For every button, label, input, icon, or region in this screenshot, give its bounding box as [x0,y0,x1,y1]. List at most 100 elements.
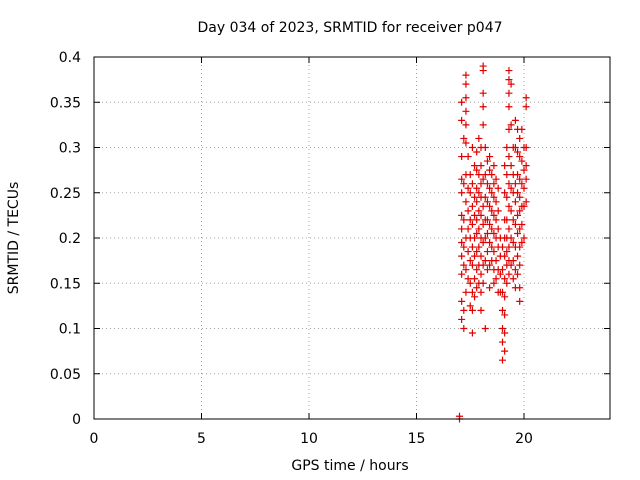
data-point [464,184,472,192]
data-point [511,266,519,274]
data-point [458,116,466,124]
data-point [460,261,468,269]
data-point [494,225,502,233]
data-point [483,157,491,165]
data-point [458,315,466,323]
data-point [458,189,466,197]
data-point [468,220,476,228]
data-point [479,121,487,129]
data-point [522,94,530,102]
data-point [486,166,494,174]
data-point [499,356,506,364]
data-point [466,189,474,197]
data-point [462,266,470,274]
data-point [505,225,513,233]
data-point [460,134,468,142]
data-point [494,184,502,192]
data-point [473,198,481,206]
y-tick-label: 0.25 [50,186,81,202]
data-point [468,288,476,296]
data-point [462,107,470,115]
data-point [460,180,468,188]
data-point [464,248,472,256]
data-point [458,252,466,260]
data-point [507,261,515,269]
x-tick-label: 15 [408,431,426,447]
data-point [483,266,491,274]
data-point [486,153,494,161]
data-point [492,216,500,224]
data-point [479,279,487,287]
data-point [468,306,476,314]
data-point [490,229,498,237]
data-point [481,171,489,179]
data-point [507,162,515,170]
data-point [514,252,522,260]
data-point [488,207,496,215]
data-point [499,288,506,296]
data-point [516,193,524,201]
data-point [490,162,498,170]
data-point [466,257,474,265]
data-point [462,71,470,79]
data-point [466,302,474,310]
data-point [477,288,485,296]
data-point [516,243,524,251]
data-point [514,229,522,237]
data-point [477,211,485,219]
data-point [522,162,530,170]
chart-title: Day 034 of 2023, SRMTID for receiver p04… [197,20,502,36]
data-point [458,239,466,247]
axis-ticks [93,56,610,420]
data-point [505,243,513,251]
data-point [507,80,515,88]
data-point [490,248,498,256]
data-point [483,198,491,206]
data-point [473,216,481,224]
data-point [488,171,496,179]
data-point [464,275,472,283]
data-point [479,175,487,183]
data-point [522,103,530,111]
data-point [475,171,483,179]
data-point [486,261,494,269]
data-point [462,94,470,102]
data-point [466,279,474,287]
data-point [499,325,506,332]
data-point [462,139,470,147]
data-point [475,189,483,197]
data-point [503,171,511,179]
data-point [471,293,479,301]
data-point [460,306,468,314]
data-point [473,284,481,292]
y-tick-label: 0.15 [50,276,81,292]
data-point [501,252,509,260]
x-tick-label: 20 [515,431,533,447]
data-point [488,189,496,197]
data-point [477,306,485,314]
x-tick-labels: 0 5 10 15 20 [90,431,533,447]
data-point [516,153,524,161]
data-point [471,252,479,260]
data-point [475,225,483,233]
data-point [468,180,476,188]
data-point [501,189,509,197]
data-point [511,116,519,124]
data-point [479,202,487,210]
data-point [468,144,476,151]
data-point [511,144,519,151]
data-point [466,171,474,179]
data-point [460,216,468,224]
data-point [503,193,511,201]
y-tick-label: 0 [72,412,81,428]
data-point [516,175,524,183]
data-point [507,184,515,192]
data-point [471,275,479,283]
data-point [492,175,500,183]
data-point [468,243,476,251]
data-point [520,202,528,210]
y-tick-label: 0.1 [59,322,81,338]
data-point [466,216,474,224]
y-axis-label: SRMTID / TECUs [6,182,22,295]
data-point [499,266,506,274]
